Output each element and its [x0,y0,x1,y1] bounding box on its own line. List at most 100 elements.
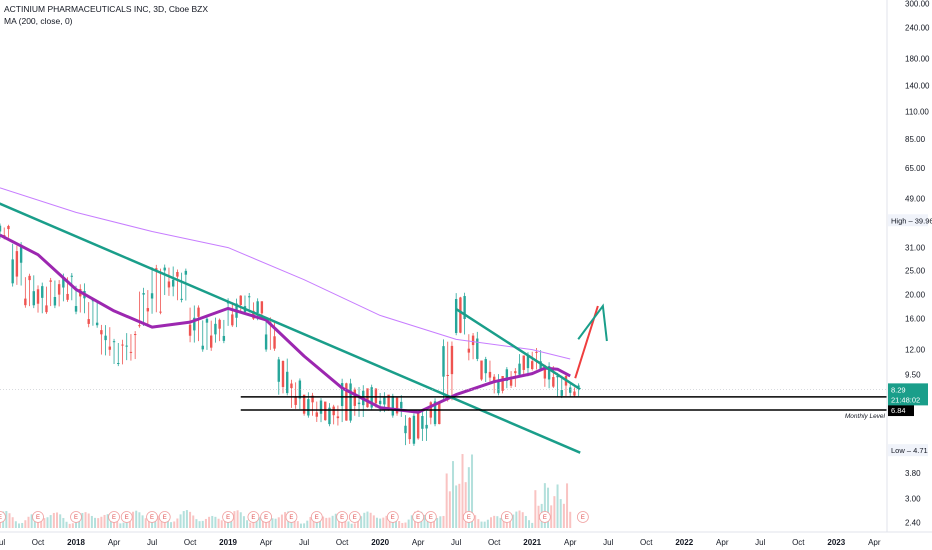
price-tick-label: 140.00 [905,81,930,90]
earnings-event-label: E [150,515,154,521]
candle-body [383,397,386,405]
earnings-event-icon[interactable] [0,511,6,523]
earnings-event-label: E [36,515,40,521]
earnings-event-icon[interactable] [412,511,425,523]
price-tick-label: 3.80 [905,469,921,478]
candle-body [391,395,395,416]
time-tick-label: Oct [184,538,197,547]
earnings-event-icon[interactable] [108,511,120,523]
volume-bar [325,517,328,528]
earnings-event-icon[interactable] [146,511,158,523]
volume-bar [220,520,223,528]
candle-body [184,270,188,275]
volume-bar [303,523,306,528]
earnings-events: EEEEEEEEEEEEEEEEEEEEE [0,511,589,523]
candle-body [222,335,226,341]
volume-bar [296,521,299,528]
earnings-event-icon[interactable] [32,511,44,523]
candle-body [32,291,35,306]
earnings-event-icon[interactable] [348,511,361,523]
volume-bar [24,520,27,528]
last-price-value: 8.29 [891,385,906,394]
volume-bar [407,519,410,528]
time-tick-label: Oct [488,538,501,547]
time-tick-label: 2021 [523,538,541,547]
candle-body [45,305,48,313]
volume-bar [192,515,195,528]
price-tick-label: 16.00 [905,315,926,324]
earnings-event-icon[interactable] [462,511,475,523]
candle-body [357,402,361,405]
candle-body [239,295,242,305]
candle-body [277,359,280,382]
volume-bar [100,516,103,528]
candle-body [552,377,555,387]
volume-bar [344,517,347,528]
volume-bar [369,512,372,528]
earnings-event-icon[interactable] [336,511,349,523]
volume-bar [360,516,363,528]
price-tick-label: 110.00 [905,107,929,116]
indicator-label[interactable]: MA (200, close, 0) [4,16,73,26]
candle-body [433,401,437,425]
volume-bar [122,522,125,528]
earnings-event-label: E [391,515,395,521]
earnings-event-icon[interactable] [386,511,399,523]
trend-line[interactable] [0,198,581,454]
volume-bar [223,520,226,528]
candle-body [201,345,204,350]
earnings-event-icon[interactable] [260,511,273,523]
volume-bar [521,512,524,528]
volume-bar [160,515,163,528]
earnings-event-icon[interactable] [310,511,323,523]
volume-bar [271,518,274,528]
symbol-title[interactable]: ACTINIUM PHARMACEUTICALS INC, 3D, Cboe B… [4,4,209,14]
volume-bar [239,512,242,528]
volume-bar [436,517,439,528]
trend-line[interactable] [455,307,581,391]
earnings-event-icon[interactable] [576,511,589,523]
volume-bar [75,520,78,528]
volume-bar [353,523,356,528]
candle-body [307,399,310,416]
earnings-event-icon[interactable] [70,511,82,523]
earnings-event-icon[interactable] [158,511,171,523]
volume-bar [49,515,52,528]
volume-bar [379,518,382,528]
earnings-event-icon[interactable] [247,511,260,523]
earnings-event-label: E [543,515,547,521]
volume-bar [255,520,258,528]
volume-bar [30,514,33,528]
earnings-event-icon[interactable] [285,511,298,523]
volume-bar [534,490,537,528]
projection-arrow-green[interactable] [577,303,608,342]
volume-bar [547,487,550,528]
earnings-event-icon[interactable] [538,511,551,523]
volume-bar [208,516,211,528]
earnings-event-label: E [315,515,319,521]
volume-bar [328,517,331,528]
volume-bar [284,512,287,528]
candle-body [281,361,285,387]
candle-body [501,376,504,391]
price-tick-label: 3.00 [905,495,921,504]
volume-bar [562,503,565,528]
time-tick-label: 2018 [67,538,85,547]
time-tick-label: 2022 [675,538,693,547]
volume-bar [496,516,499,528]
volume-bar [502,519,505,528]
earnings-event-icon[interactable] [120,511,133,523]
volume-bar [147,519,150,528]
earnings-event-icon[interactable] [222,511,234,523]
candle-body [412,415,416,444]
earnings-event-label: E [125,515,129,521]
candle-body [484,359,487,374]
earnings-event-icon[interactable] [500,511,513,523]
volume-bar [566,483,569,528]
candle-body [180,298,183,300]
volume-bar [189,511,192,528]
earnings-event-icon[interactable] [424,511,437,523]
volume-bar [185,510,188,528]
chart-legend: ACTINIUM PHARMACEUTICALS INC, 3D, Cboe B… [4,3,208,27]
